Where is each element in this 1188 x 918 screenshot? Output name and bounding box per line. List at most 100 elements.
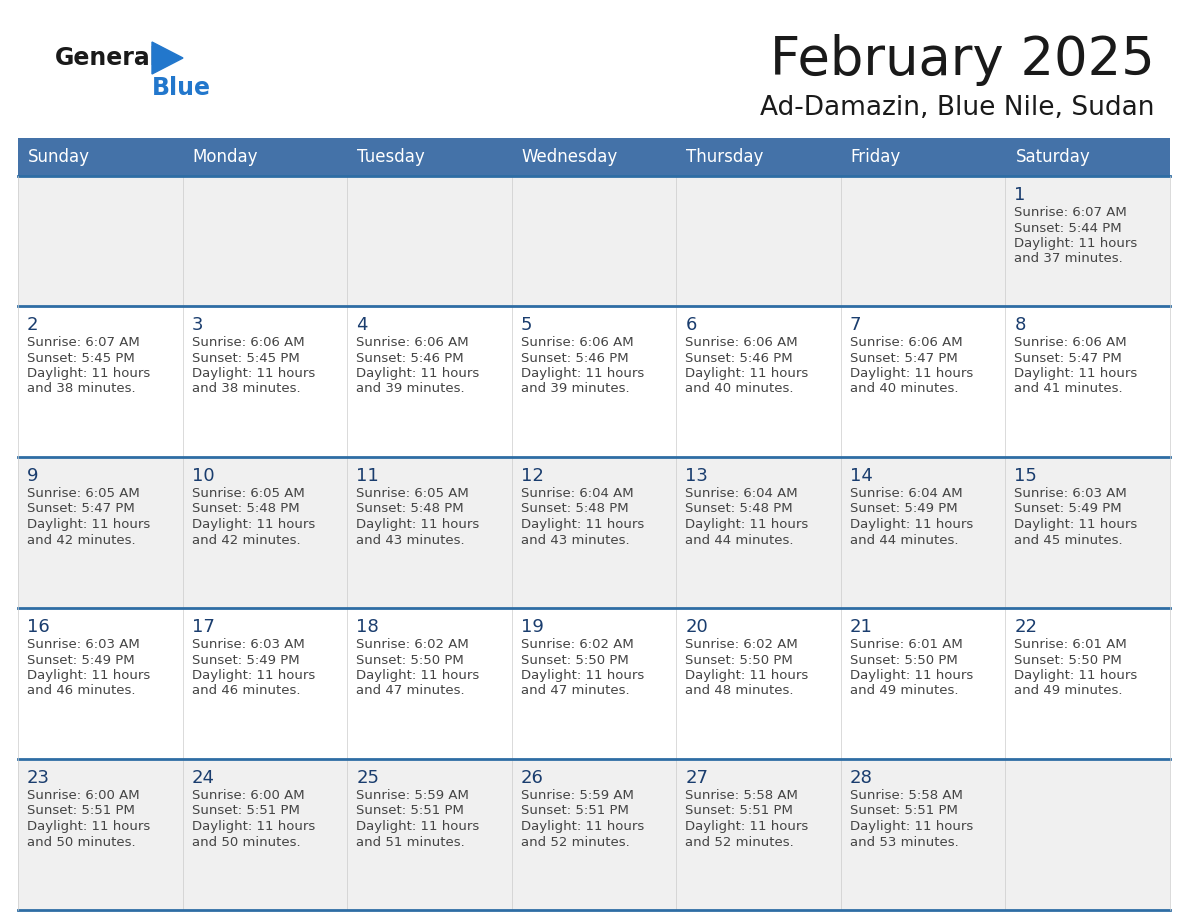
Text: and 39 minutes.: and 39 minutes.: [520, 383, 630, 396]
Text: and 40 minutes.: and 40 minutes.: [685, 383, 794, 396]
Bar: [676, 759, 841, 910]
Text: and 49 minutes.: and 49 minutes.: [1015, 685, 1123, 698]
Text: Daylight: 11 hours: Daylight: 11 hours: [1015, 237, 1138, 250]
Text: 23: 23: [27, 769, 50, 787]
Text: Sunset: 5:47 PM: Sunset: 5:47 PM: [849, 352, 958, 364]
Text: and 52 minutes.: and 52 minutes.: [685, 835, 794, 848]
Text: Daylight: 11 hours: Daylight: 11 hours: [849, 820, 973, 833]
Text: and 37 minutes.: and 37 minutes.: [1015, 252, 1123, 265]
Text: Sunset: 5:51 PM: Sunset: 5:51 PM: [685, 804, 794, 818]
Text: and 44 minutes.: and 44 minutes.: [685, 533, 794, 546]
Bar: [841, 457, 1005, 608]
Text: Daylight: 11 hours: Daylight: 11 hours: [685, 518, 809, 531]
Text: Sunrise: 6:03 AM: Sunrise: 6:03 AM: [27, 638, 140, 651]
Text: Daylight: 11 hours: Daylight: 11 hours: [356, 518, 480, 531]
Text: Sunrise: 6:06 AM: Sunrise: 6:06 AM: [685, 336, 798, 349]
Bar: [841, 138, 1005, 176]
Bar: [1005, 457, 1170, 608]
Bar: [676, 306, 841, 457]
Text: Sunset: 5:46 PM: Sunset: 5:46 PM: [685, 352, 792, 364]
Text: Sunrise: 6:02 AM: Sunrise: 6:02 AM: [685, 638, 798, 651]
Text: 11: 11: [356, 467, 379, 485]
Text: and 42 minutes.: and 42 minutes.: [27, 533, 135, 546]
Text: Sunrise: 6:04 AM: Sunrise: 6:04 AM: [685, 487, 798, 500]
Text: Daylight: 11 hours: Daylight: 11 hours: [1015, 367, 1138, 380]
Bar: [512, 457, 676, 608]
Text: Sunrise: 6:02 AM: Sunrise: 6:02 AM: [520, 638, 633, 651]
Bar: [347, 138, 512, 176]
Text: Sunset: 5:49 PM: Sunset: 5:49 PM: [191, 654, 299, 666]
Text: Sunset: 5:49 PM: Sunset: 5:49 PM: [849, 502, 958, 516]
Bar: [183, 759, 347, 910]
Bar: [183, 608, 347, 759]
Text: Ad-Damazin, Blue Nile, Sudan: Ad-Damazin, Blue Nile, Sudan: [760, 95, 1155, 121]
Text: Tuesday: Tuesday: [358, 148, 425, 166]
Text: 15: 15: [1015, 467, 1037, 485]
Bar: [512, 138, 676, 176]
Text: 27: 27: [685, 769, 708, 787]
Text: Sunrise: 6:06 AM: Sunrise: 6:06 AM: [191, 336, 304, 349]
Text: Sunrise: 6:06 AM: Sunrise: 6:06 AM: [1015, 336, 1127, 349]
Text: 4: 4: [356, 316, 367, 334]
Text: Sunrise: 5:59 AM: Sunrise: 5:59 AM: [356, 789, 469, 802]
Text: Sunset: 5:45 PM: Sunset: 5:45 PM: [27, 352, 134, 364]
Bar: [841, 759, 1005, 910]
Bar: [347, 759, 512, 910]
Bar: [183, 306, 347, 457]
Text: Daylight: 11 hours: Daylight: 11 hours: [27, 518, 150, 531]
Bar: [1005, 138, 1170, 176]
Text: and 38 minutes.: and 38 minutes.: [191, 383, 301, 396]
Text: and 38 minutes.: and 38 minutes.: [27, 383, 135, 396]
Text: Daylight: 11 hours: Daylight: 11 hours: [685, 669, 809, 682]
Text: and 39 minutes.: and 39 minutes.: [356, 383, 465, 396]
Text: and 50 minutes.: and 50 minutes.: [27, 835, 135, 848]
Text: and 46 minutes.: and 46 minutes.: [191, 685, 301, 698]
Text: Sunrise: 6:03 AM: Sunrise: 6:03 AM: [1015, 487, 1127, 500]
Text: and 52 minutes.: and 52 minutes.: [520, 835, 630, 848]
Text: and 42 minutes.: and 42 minutes.: [191, 533, 301, 546]
Text: Daylight: 11 hours: Daylight: 11 hours: [27, 820, 150, 833]
Text: Daylight: 11 hours: Daylight: 11 hours: [356, 367, 480, 380]
Bar: [676, 138, 841, 176]
Text: Sunset: 5:48 PM: Sunset: 5:48 PM: [520, 502, 628, 516]
Text: Sunset: 5:46 PM: Sunset: 5:46 PM: [520, 352, 628, 364]
Bar: [841, 608, 1005, 759]
Text: Sunset: 5:46 PM: Sunset: 5:46 PM: [356, 352, 463, 364]
Text: Sunset: 5:51 PM: Sunset: 5:51 PM: [356, 804, 465, 818]
Text: Daylight: 11 hours: Daylight: 11 hours: [191, 518, 315, 531]
Bar: [347, 608, 512, 759]
Text: Sunday: Sunday: [29, 148, 90, 166]
Text: and 47 minutes.: and 47 minutes.: [356, 685, 465, 698]
Text: Sunrise: 6:03 AM: Sunrise: 6:03 AM: [191, 638, 304, 651]
Text: Daylight: 11 hours: Daylight: 11 hours: [191, 669, 315, 682]
Text: 28: 28: [849, 769, 873, 787]
Bar: [512, 176, 676, 306]
Text: Sunrise: 6:07 AM: Sunrise: 6:07 AM: [27, 336, 140, 349]
Text: 10: 10: [191, 467, 214, 485]
Text: Sunrise: 6:05 AM: Sunrise: 6:05 AM: [27, 487, 140, 500]
Text: 25: 25: [356, 769, 379, 787]
Text: Sunrise: 5:59 AM: Sunrise: 5:59 AM: [520, 789, 633, 802]
Text: and 40 minutes.: and 40 minutes.: [849, 383, 959, 396]
Text: Daylight: 11 hours: Daylight: 11 hours: [849, 669, 973, 682]
Text: Daylight: 11 hours: Daylight: 11 hours: [685, 820, 809, 833]
Text: Sunrise: 6:04 AM: Sunrise: 6:04 AM: [520, 487, 633, 500]
Bar: [183, 457, 347, 608]
Text: Sunset: 5:51 PM: Sunset: 5:51 PM: [191, 804, 299, 818]
Text: Daylight: 11 hours: Daylight: 11 hours: [520, 367, 644, 380]
Text: 14: 14: [849, 467, 873, 485]
Bar: [18, 176, 183, 306]
Text: Daylight: 11 hours: Daylight: 11 hours: [520, 669, 644, 682]
Text: Sunrise: 6:06 AM: Sunrise: 6:06 AM: [356, 336, 469, 349]
Text: 22: 22: [1015, 618, 1037, 636]
Bar: [183, 138, 347, 176]
Text: 20: 20: [685, 618, 708, 636]
Text: Sunrise: 6:04 AM: Sunrise: 6:04 AM: [849, 487, 962, 500]
Text: 12: 12: [520, 467, 544, 485]
Bar: [183, 176, 347, 306]
Text: Sunset: 5:47 PM: Sunset: 5:47 PM: [27, 502, 134, 516]
Text: Daylight: 11 hours: Daylight: 11 hours: [1015, 669, 1138, 682]
Bar: [347, 457, 512, 608]
Bar: [512, 759, 676, 910]
Text: Monday: Monday: [192, 148, 258, 166]
